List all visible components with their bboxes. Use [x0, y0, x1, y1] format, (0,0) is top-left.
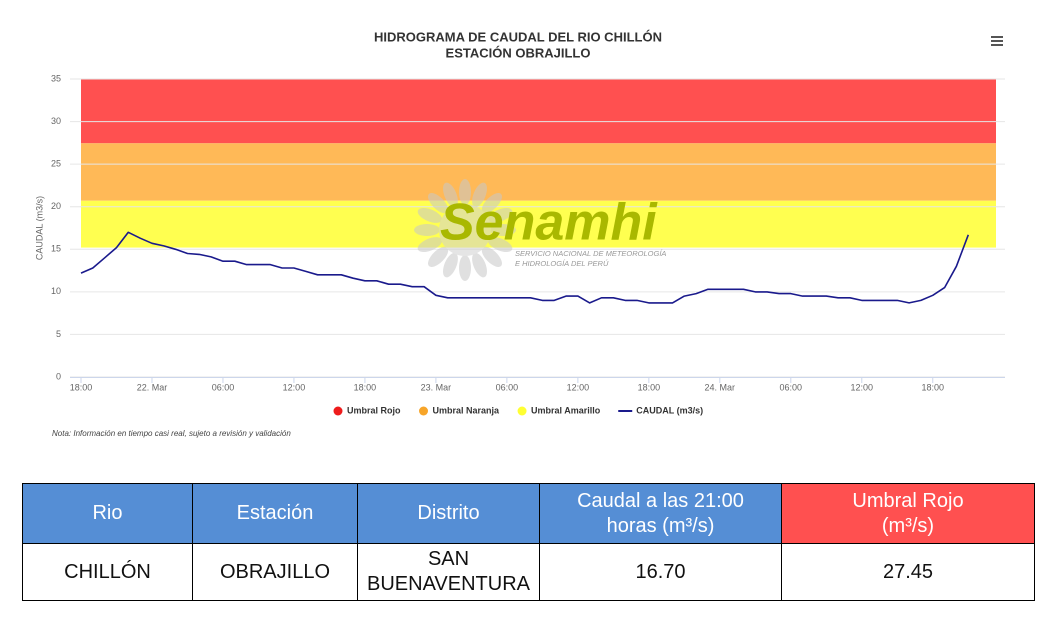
y-tick-label: 35 [51, 73, 61, 83]
header-cell: Rio [22, 483, 193, 544]
y-tick-label: 10 [51, 286, 61, 296]
x-tick-label: 12:00 [851, 382, 874, 392]
header-cell: Distrito [357, 483, 540, 544]
header-text: Umbral Rojo (m³/s) [852, 489, 964, 537]
y-tick-label: 25 [51, 159, 61, 169]
header-text: Distrito [417, 502, 480, 524]
watermark-title: Senamhi [440, 194, 658, 252]
watermark-line: SERVICIO NACIONAL DE METEOROLOGÍA [515, 249, 666, 258]
data-line [80, 231, 970, 304]
legend-marker [517, 406, 527, 416]
watermark [414, 179, 516, 281]
watermark-ray [417, 237, 443, 252]
note: Nota: Información en tiempo casi real, s… [52, 429, 291, 438]
watermark-ray [487, 208, 513, 223]
watermark-ray [428, 193, 449, 214]
cell-text: 27.45 [882, 560, 934, 583]
body-row: CHILLÓN OBRAJILLO SAN BUENAVENTURA 16.70… [22, 543, 1035, 601]
watermark-ray [472, 252, 487, 278]
legend-marker [419, 406, 429, 416]
legend-label: CAUDAL (m3/s) [636, 405, 703, 415]
x-tick-label: 06:00 [780, 382, 803, 392]
x-tick-label: 12:00 [567, 382, 590, 392]
y-tick-label: 15 [51, 244, 61, 254]
y-tick-label: 30 [51, 116, 61, 126]
header-text: Rio [92, 502, 123, 524]
chart: HIDROGRAMA DE CAUDAL DEL RIO CHILLÓN EST… [34, 29, 1006, 438]
x-tick-label: 12:00 [283, 382, 306, 392]
y-tick-label: 20 [51, 201, 61, 211]
watermark-line: E HIDROLOGÍA DEL PERÚ [515, 259, 609, 268]
watermark-ray [487, 237, 513, 252]
y-axis-label: CAUDAL (m3/s) [34, 196, 44, 260]
cell: OBRAJILLO [192, 543, 358, 601]
data-table: Rio Estación Distrito Caudal a las 21:00… [22, 483, 1035, 601]
y-tick-label: 5 [56, 329, 61, 339]
cell: CHILLÓN [22, 543, 193, 601]
watermark-ray [481, 246, 502, 267]
cell-text: OBRAJILLO [219, 560, 331, 583]
threshold-band [81, 200, 996, 248]
legend-label: Umbral Rojo [347, 405, 401, 415]
legend-label: Umbral Naranja [433, 405, 501, 415]
threshold-band [81, 79, 996, 144]
cell-text: CHILLÓN [64, 560, 151, 583]
watermark-ray [490, 224, 516, 236]
header-text: Estación [236, 502, 314, 524]
watermark-ray [481, 193, 502, 214]
cell: 16.70 [539, 543, 782, 601]
header-cell: Umbral Rojo (m³/s) [781, 483, 1035, 544]
header-row: Rio Estación Distrito Caudal a las 21:00… [22, 483, 1035, 544]
cell: 27.45 [781, 543, 1035, 601]
cell-text: 16.70 [635, 560, 686, 583]
x-tick-label: 06:00 [212, 382, 235, 392]
watermark-ray [414, 224, 440, 236]
watermark-ray [459, 179, 471, 205]
header-cell: Estación [192, 483, 358, 544]
watermark-ray [459, 255, 471, 281]
watermark-ray [443, 182, 458, 208]
legend-label: Umbral Amarillo [531, 405, 601, 415]
menu-button[interactable] [988, 32, 1006, 50]
legend-marker [333, 406, 343, 416]
x-tick-label: 18:00 [921, 382, 944, 392]
cell: SAN BUENAVENTURA [357, 543, 540, 601]
header-text: Caudal a las 21:00 horas (m³/s) [577, 489, 744, 537]
x-tick-label: 23. Mar [421, 382, 452, 392]
watermark-ray [443, 252, 458, 278]
cell-text: SAN BUENAVENTURA [367, 548, 530, 595]
x-tick-label: 18:00 [354, 382, 377, 392]
threshold-band [81, 143, 996, 201]
watermark-ray [428, 246, 449, 267]
x-tick-label: 22. Mar [137, 382, 168, 392]
chart-title: HIDROGRAMA DE CAUDAL DEL RIO CHILLÓN [374, 29, 662, 44]
chart-subtitle: ESTACIÓN OBRAJILLO [446, 45, 591, 60]
x-tick-label: 06:00 [496, 382, 519, 392]
watermark-ray [417, 208, 443, 223]
watermark-ray [472, 182, 487, 208]
x-tick-label: 24. Mar [705, 382, 736, 392]
watermark-sun [439, 204, 491, 256]
header-cell: Caudal a las 21:00 horas (m³/s) [539, 483, 782, 544]
x-tick-label: 18:00 [70, 382, 93, 392]
y-tick-label: 0 [56, 371, 61, 381]
x-tick-label: 18:00 [638, 382, 661, 392]
